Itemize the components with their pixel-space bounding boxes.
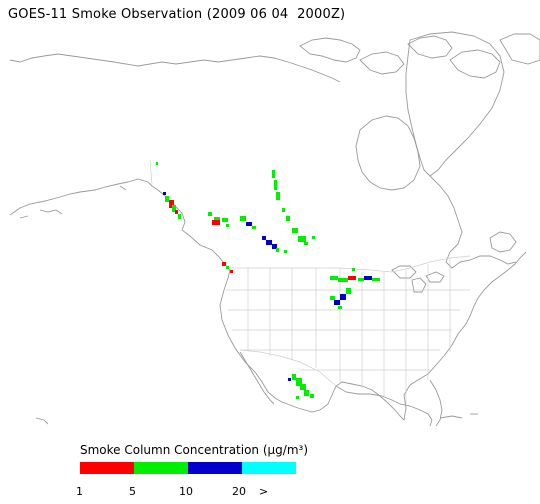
smoke-plume-saskatchewan xyxy=(262,236,287,253)
greenland-coastline xyxy=(405,31,505,177)
legend-color-bar xyxy=(80,462,296,474)
florida xyxy=(429,379,443,427)
great-lakes xyxy=(391,265,445,293)
legend-tick-5: 5 xyxy=(129,485,136,498)
baja-california xyxy=(239,351,275,405)
us-canada-border xyxy=(226,255,471,273)
legend-swatch-4 xyxy=(242,462,296,474)
map-title: GOES-11 Smoke Observation (2009 06 04 20… xyxy=(8,7,346,22)
smoke-plume-manitoba xyxy=(330,268,380,282)
alaska-canada-border xyxy=(149,159,153,185)
smoke-plume-central-bc xyxy=(208,212,256,229)
legend-swatch-2 xyxy=(134,462,188,474)
smoke-plume-nwt xyxy=(272,170,315,245)
legend-tick-10: 10 xyxy=(179,485,193,498)
coastlines xyxy=(9,31,540,427)
gulf-coast xyxy=(335,385,433,427)
hudson-bay xyxy=(355,115,421,191)
arctic-islands xyxy=(299,37,361,63)
legend-tick-20: 20 xyxy=(232,485,246,498)
legend-swatch-1 xyxy=(80,462,134,474)
arctic-coastline xyxy=(9,53,341,83)
us-mexico-border xyxy=(239,349,337,387)
legend-swatch-3 xyxy=(188,462,242,474)
newfoundland xyxy=(489,231,517,253)
legend-tick-1: 1 xyxy=(76,485,83,498)
legend-tick-gt: > xyxy=(259,485,269,498)
smoke-plume-southwest xyxy=(288,374,314,399)
legend-title: Smoke Column Concentration (μg/m³) xyxy=(80,443,308,457)
smoke-map xyxy=(9,31,540,427)
smoke-plumes xyxy=(156,162,380,399)
smoke-plume-bc xyxy=(156,162,181,219)
political-borders xyxy=(149,159,471,404)
smoke-plume-dakotas xyxy=(330,288,351,309)
smoke-plume-washington xyxy=(222,262,233,273)
north-america-coastline xyxy=(9,178,527,421)
